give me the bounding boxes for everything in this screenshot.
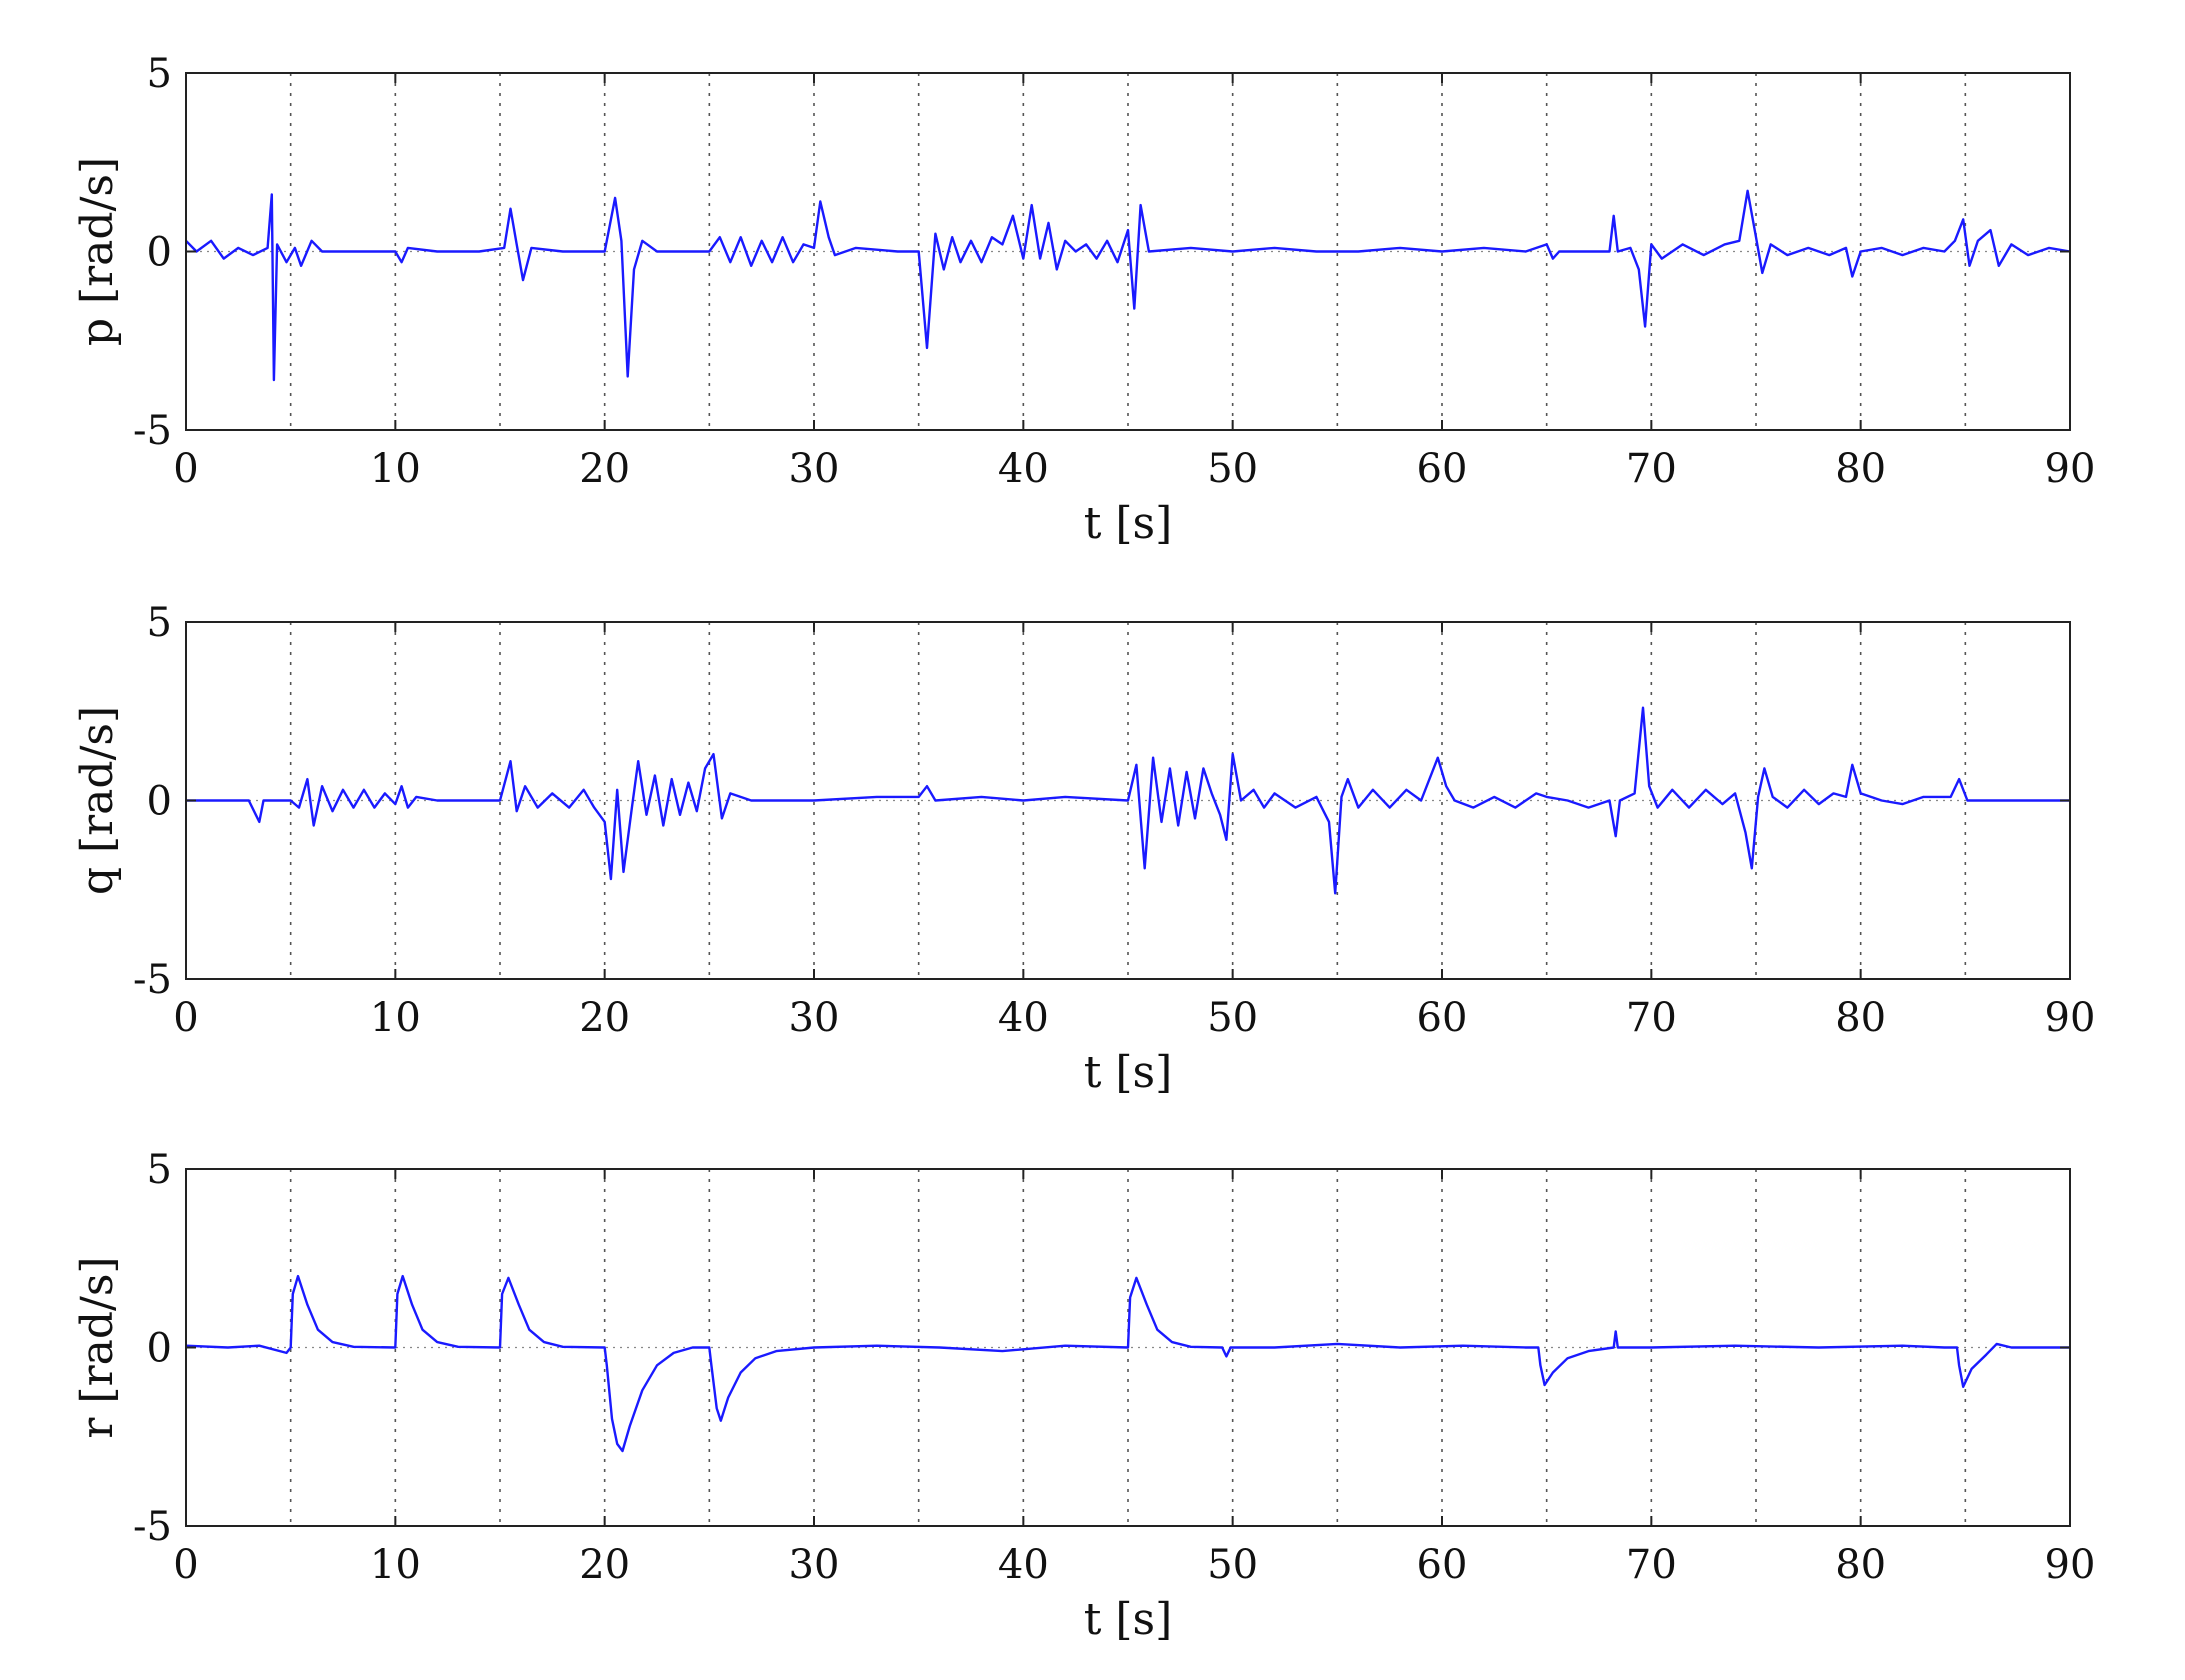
y-tick-label: 5 — [147, 1147, 172, 1193]
series-line — [185, 189, 2071, 382]
x-tick-label: 30 — [789, 446, 840, 492]
y-axis-label: q [rad/s] — [72, 706, 123, 895]
y-tick-label: -5 — [133, 1504, 172, 1550]
x-tick-label: 60 — [1417, 446, 1468, 492]
y-tick-label: -5 — [133, 408, 172, 454]
x-tick-label: 30 — [789, 1542, 840, 1588]
x-tick-label: 90 — [2045, 446, 2096, 492]
x-tick-label: 30 — [789, 995, 840, 1041]
x-tick-label: 20 — [579, 1542, 630, 1588]
x-tick-label: 80 — [1835, 995, 1886, 1041]
x-tick-label: 10 — [370, 446, 421, 492]
x-tick-label: 20 — [579, 446, 630, 492]
x-tick-label: 40 — [998, 995, 1049, 1041]
x-tick-label: 90 — [2045, 995, 2096, 1041]
x-tick-label: 70 — [1626, 446, 1677, 492]
y-tick-label: 5 — [147, 600, 172, 646]
x-tick-label: 0 — [173, 446, 198, 492]
x-tick-label: 40 — [998, 1542, 1049, 1588]
x-axis-label: t [s] — [1084, 498, 1173, 549]
x-tick-label: 0 — [173, 1542, 198, 1588]
x-tick-label: 70 — [1626, 1542, 1677, 1588]
x-tick-label: 80 — [1835, 446, 1886, 492]
x-tick-label: 50 — [1207, 1542, 1258, 1588]
y-tick-label: 0 — [147, 779, 172, 825]
y-axis-label: r [rad/s] — [72, 1256, 123, 1438]
x-axis-label: t [s] — [1084, 1594, 1173, 1645]
series-line — [185, 1274, 2070, 1453]
x-tick-label: 60 — [1417, 995, 1468, 1041]
x-tick-label: 70 — [1626, 995, 1677, 1041]
x-tick-label: 40 — [998, 446, 1049, 492]
y-tick-label: 0 — [147, 230, 172, 276]
x-tick-label: 50 — [1207, 995, 1258, 1041]
x-tick-label: 50 — [1207, 446, 1258, 492]
x-tick-label: 60 — [1417, 1542, 1468, 1588]
x-tick-label: 10 — [370, 1542, 421, 1588]
x-tick-label: 90 — [2045, 1542, 2096, 1588]
y-tick-label: 5 — [147, 51, 172, 97]
y-tick-label: -5 — [133, 957, 172, 1003]
y-axis-label: p [rad/s] — [72, 157, 123, 346]
y-tick-label: 0 — [147, 1326, 172, 1372]
x-tick-label: 20 — [579, 995, 630, 1041]
x-tick-label: 0 — [173, 995, 198, 1041]
x-tick-label: 10 — [370, 995, 421, 1041]
x-tick-label: 80 — [1835, 1542, 1886, 1588]
x-axis-label: t [s] — [1084, 1047, 1173, 1098]
series-line — [186, 706, 2070, 895]
